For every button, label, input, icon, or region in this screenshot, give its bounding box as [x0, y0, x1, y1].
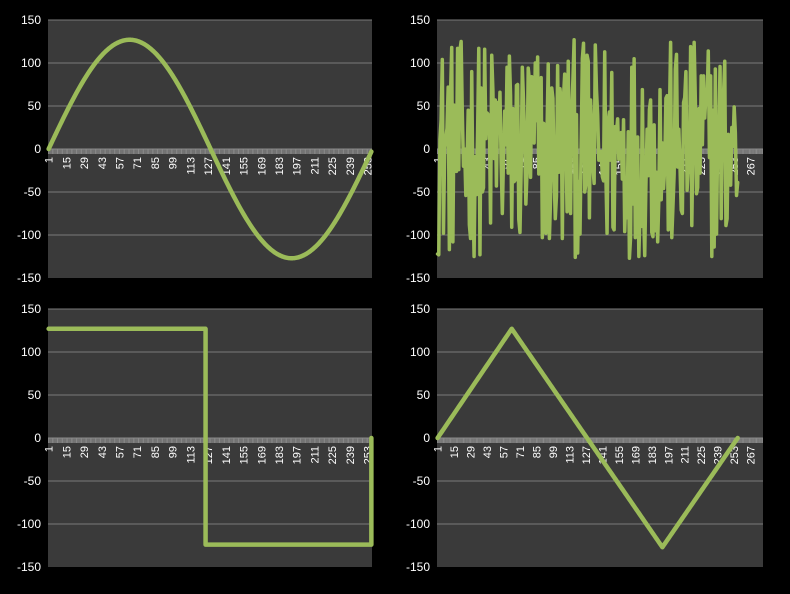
x-tick-label: 141 [221, 157, 233, 175]
series-line [46, 326, 374, 547]
x-tick-label: 225 [327, 446, 339, 464]
series-line [46, 37, 374, 261]
x-tick-label: 155 [239, 446, 251, 464]
x-tick-label: 85 [531, 446, 543, 458]
y-tick-label: 50 [417, 388, 431, 402]
chart-1: 150 100 50 0 -50 -100 -150 1 15 29 43 57 71 85 99 113 12… [17, 13, 375, 285]
x-tick-label: 239 [345, 446, 357, 464]
x-tick-label: 183 [647, 446, 659, 464]
x-tick-label: 29 [79, 157, 91, 169]
y-tick-label: -150 [17, 271, 41, 285]
y-tick-label: -150 [406, 560, 430, 574]
x-tick-label: 267 [746, 446, 758, 464]
x-tick-label: 253 [729, 446, 741, 464]
x-tick-label: 99 [548, 446, 560, 458]
y-tick-label: 100 [410, 56, 430, 70]
x-tick-label: 239 [345, 157, 357, 175]
y-tick-label: 150 [21, 13, 41, 27]
x-tick-label: 85 [150, 157, 162, 169]
y-tick-label: -50 [24, 474, 42, 488]
x-tick-label: 197 [292, 446, 304, 464]
x-tick-label: 99 [168, 157, 180, 169]
y-tick-label: 0 [34, 431, 41, 445]
y-tick-label: -150 [406, 271, 430, 285]
x-tick-label: 197 [663, 446, 675, 464]
x-tick-label: 85 [150, 446, 162, 458]
x-tick-label: 141 [221, 446, 233, 464]
x-tick-label: 71 [132, 446, 144, 458]
x-tick-label: 71 [515, 446, 527, 458]
y-tick-label: 50 [28, 99, 42, 113]
y-tick-label: 150 [21, 302, 41, 316]
y-tick-label: -100 [406, 517, 430, 531]
x-tick-label: 183 [274, 446, 286, 464]
x-tick-label: 57 [115, 157, 127, 169]
x-tick-label: 43 [97, 446, 109, 458]
x-tick-label: 57 [498, 446, 510, 458]
x-tick-label: 225 [327, 157, 339, 175]
x-tick-label: 155 [239, 157, 251, 175]
x-tick-label: 1 [44, 157, 56, 163]
x-tick-label: 57 [115, 446, 127, 458]
x-tick-label: 29 [466, 446, 478, 458]
x-axis-ticks [48, 438, 372, 443]
x-tick-label: 127 [203, 157, 215, 175]
y-tick-label: 50 [28, 388, 42, 402]
x-tick-label: 15 [449, 446, 461, 458]
x-tick-label: 1 [433, 446, 445, 452]
x-tick-label: 183 [274, 157, 286, 175]
x-tick-label: 113 [185, 446, 197, 464]
y-tick-label: 50 [417, 99, 431, 113]
y-tick-label: -100 [17, 517, 41, 531]
x-axis-ticks [437, 438, 763, 443]
y-tick-label: 100 [21, 345, 41, 359]
x-tick-label: 71 [132, 157, 144, 169]
x-tick-label: 43 [97, 157, 109, 169]
y-tick-label: 0 [423, 142, 430, 156]
y-tick-label: -100 [406, 228, 430, 242]
x-tick-label: 15 [61, 446, 73, 458]
x-tick-label: 99 [168, 446, 180, 458]
x-tick-label: 113 [564, 446, 576, 464]
x-tick-label: 127 [581, 446, 593, 464]
x-tick-label: 267 [746, 157, 758, 175]
series-line [435, 326, 740, 550]
y-tick-label: -50 [413, 474, 431, 488]
y-tick-label: 0 [423, 431, 430, 445]
y-tick-label: -50 [413, 185, 431, 199]
y-tick-label: -150 [17, 560, 41, 574]
x-tick-label: 113 [185, 157, 197, 175]
y-tick-label: -50 [24, 185, 42, 199]
x-tick-label: 29 [79, 446, 91, 458]
x-tick-label: 169 [630, 446, 642, 464]
x-tick-label: 197 [292, 157, 304, 175]
x-tick-label: 211 [309, 446, 321, 464]
y-tick-label: 150 [410, 13, 430, 27]
x-tick-label: 155 [614, 446, 626, 464]
y-tick-label: 100 [410, 345, 430, 359]
y-tick-label: 100 [21, 56, 41, 70]
x-tick-label: 211 [680, 446, 692, 464]
series-line [435, 38, 740, 260]
x-tick-label: 169 [256, 157, 268, 175]
x-tick-label: 43 [482, 446, 494, 458]
y-tick-label: 150 [410, 302, 430, 316]
y-tick-label: -100 [17, 228, 41, 242]
x-tick-label: 15 [61, 157, 73, 169]
x-tick-label: 211 [309, 157, 321, 175]
x-tick-label: 169 [256, 446, 268, 464]
chart-4: 150 100 50 0 -50 -100 -150 1 15 29 43 57 71 85 99 113 12… [406, 302, 763, 574]
y-tick-label: 0 [34, 142, 41, 156]
x-tick-label: 1 [44, 446, 56, 452]
x-tick-label: 225 [696, 446, 708, 464]
